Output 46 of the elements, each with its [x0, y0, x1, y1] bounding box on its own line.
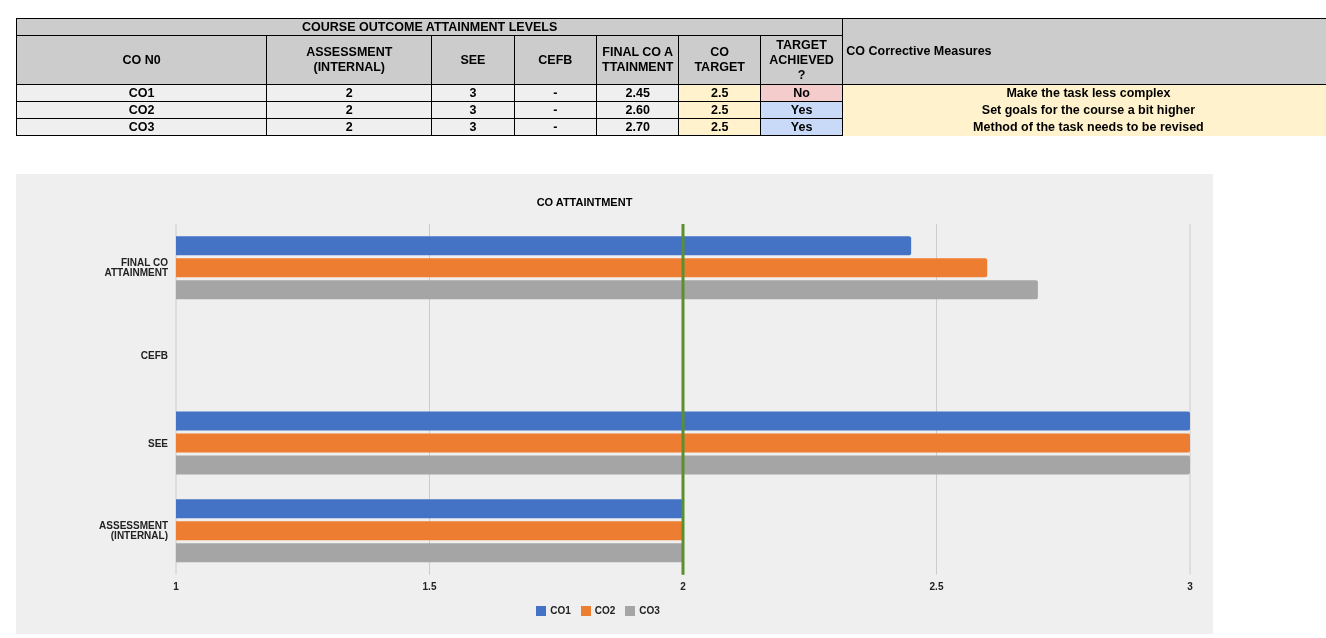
- category-label: CO3: [128, 119, 155, 134]
- y-tick-label: ASSESSMENT (INTERNAL): [99, 520, 168, 542]
- legend-label: CO3: [639, 604, 660, 616]
- x-tick-label: 2: [680, 580, 687, 592]
- text: Method of the task needs to be revised: [973, 119, 1204, 134]
- category-label: CO N0: [16, 35, 267, 85]
- category-label: CO1: [128, 85, 155, 100]
- text: 3: [469, 85, 477, 100]
- y-tick-label: FINAL CO ATTAINMENT: [104, 257, 169, 279]
- text: COURSE OUTCOME ATTAINMENT LEVELS: [16, 18, 843, 36]
- text: 2.70: [625, 119, 650, 134]
- text: 2.5: [710, 119, 729, 134]
- text: Yes: [790, 102, 813, 117]
- category-label: TARGET ACHIEVED ?: [760, 35, 843, 85]
- text: Make the task less complex: [1006, 85, 1171, 100]
- chart-title: CO ATTAINTMENT: [535, 196, 634, 208]
- category-label: CEFB: [514, 35, 597, 85]
- text: 3: [469, 102, 477, 117]
- text: Set goals for the course a bit higher: [981, 102, 1196, 117]
- category-label: CO2: [128, 102, 155, 117]
- x-tick-label: 1: [173, 580, 180, 592]
- x-tick-label: 3: [1187, 580, 1194, 592]
- text: -: [553, 85, 558, 100]
- text: -: [553, 102, 558, 117]
- text: 2.60: [625, 102, 650, 117]
- legend-label: CO1: [550, 604, 571, 616]
- text: 2: [345, 85, 353, 100]
- text: 2.5: [710, 85, 729, 100]
- text: 2: [345, 119, 353, 134]
- x-tick-label: 2.5: [929, 580, 944, 592]
- category-label: SEE: [431, 35, 515, 85]
- category-label: CO Corrective Measures: [842, 18, 1326, 85]
- category-label: ASSESSMENT (INTERNAL): [266, 35, 432, 85]
- text: Yes: [790, 119, 813, 134]
- x-tick-label: 1.5: [422, 580, 437, 592]
- text: 2: [345, 102, 353, 117]
- category-label: FINAL CO ATTAINMENT: [596, 35, 679, 85]
- y-tick-label: SEE: [147, 437, 169, 449]
- text: 2.5: [710, 102, 729, 117]
- text: 3: [469, 119, 477, 134]
- text: 2.45: [625, 85, 650, 100]
- legend-label: CO2: [594, 604, 616, 616]
- text: -: [553, 119, 558, 134]
- category-label: CO TARGET: [678, 35, 761, 85]
- y-tick-label: CEFB: [140, 350, 168, 362]
- text: No: [793, 85, 810, 100]
